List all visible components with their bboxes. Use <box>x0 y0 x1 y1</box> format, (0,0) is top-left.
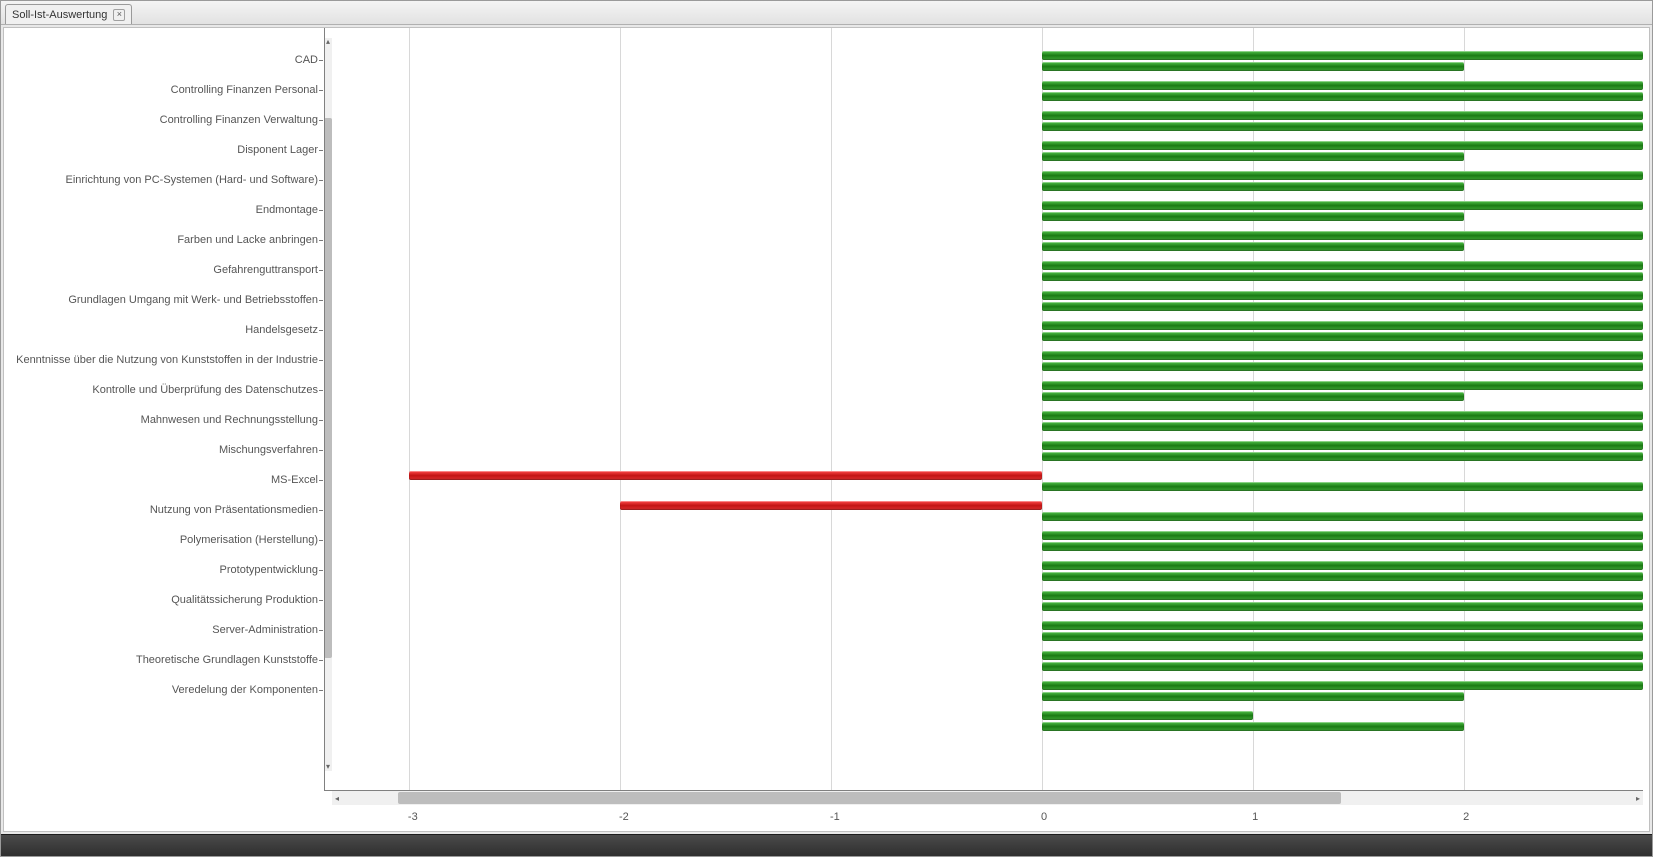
bar <box>1042 302 1643 311</box>
bar <box>409 471 1042 480</box>
bar <box>1042 711 1253 720</box>
y-tick-label: Qualitätssicherung Produktion <box>171 594 318 606</box>
y-tick-label: Endmontage <box>256 204 318 216</box>
bar <box>1042 452 1643 461</box>
bar <box>1042 692 1464 701</box>
tab-label: Soll-Ist-Auswertung <box>12 9 107 21</box>
bar <box>1042 651 1643 660</box>
bar <box>1042 411 1643 420</box>
gridline <box>409 28 410 790</box>
tabbar: Soll-Ist-Auswertung × <box>1 1 1652 25</box>
statusbar <box>1 834 1652 856</box>
bar <box>1042 321 1643 330</box>
y-tick-label: Grundlagen Umgang mit Werk- und Betriebs… <box>68 294 318 306</box>
bar <box>1042 542 1643 551</box>
bar <box>1042 722 1464 731</box>
x-tick-label: -2 <box>619 811 620 823</box>
bar <box>1042 201 1643 210</box>
x-tick-label: 0 <box>1041 811 1042 823</box>
bar <box>1042 141 1643 150</box>
bar <box>1042 261 1643 270</box>
bar <box>1042 81 1643 90</box>
y-tick-label: Kontrolle und Überprüfung des Datenschut… <box>92 384 318 396</box>
window: Soll-Ist-Auswertung × CAD Controlling Fin… <box>0 0 1653 857</box>
bar <box>1042 351 1643 360</box>
bar <box>1042 92 1643 101</box>
bar <box>1042 212 1464 221</box>
y-tick-label: Mahnwesen und Rechnungsstellung <box>141 414 318 426</box>
y-axis-labels: CAD Controlling Finanzen Personal Controll… <box>4 28 324 791</box>
x-tick-label: 1 <box>1252 811 1253 823</box>
x-tick-label: 2 <box>1463 811 1464 823</box>
bar <box>1042 441 1643 450</box>
y-tick-label: MS-Excel <box>271 474 318 486</box>
bar <box>1042 182 1464 191</box>
y-tick-label: Handelsgesetz <box>245 324 318 336</box>
bar <box>1042 62 1464 71</box>
bar <box>1042 152 1464 161</box>
x-axis: -3 -2 -1 0 1 2 <box>324 805 1643 831</box>
bar <box>1042 602 1643 611</box>
y-tick-label: Veredelung der Komponenten <box>172 684 318 696</box>
y-tick-label: CAD <box>295 54 318 66</box>
bar <box>1042 632 1643 641</box>
bar <box>1042 242 1464 251</box>
bar <box>1042 561 1643 570</box>
bar <box>1042 51 1643 60</box>
scroll-right-icon[interactable]: ▸ <box>1633 791 1643 805</box>
close-icon[interactable]: × <box>113 9 125 21</box>
bar <box>1042 272 1643 281</box>
y-tick-label: Polymerisation (Herstellung) <box>180 534 318 546</box>
bar <box>1042 111 1643 120</box>
bar <box>1042 662 1643 671</box>
y-tick-label: Kenntnisse über die Nutzung von Kunststo… <box>16 354 318 366</box>
y-tick-label: Gefahrenguttransport <box>213 264 318 276</box>
bar <box>1042 591 1643 600</box>
scroll-left-icon[interactable]: ◂ <box>332 791 342 805</box>
bar <box>620 501 1042 510</box>
tab-soll-ist[interactable]: Soll-Ist-Auswertung × <box>5 4 132 24</box>
bar <box>1042 512 1643 521</box>
y-tick-label: Controlling Finanzen Verwaltung <box>160 114 318 126</box>
y-tick-label: Nutzung von Präsentationsmedien <box>150 504 318 516</box>
y-tick-label: Controlling Finanzen Personal <box>171 84 318 96</box>
y-tick-label: Mischungsverfahren <box>219 444 318 456</box>
gridline <box>831 28 832 790</box>
horizontal-scrollbar[interactable]: ◂ ▸ <box>332 791 1643 805</box>
bar <box>1042 392 1464 401</box>
bar <box>1042 291 1643 300</box>
bar <box>1042 332 1643 341</box>
bar <box>1042 621 1643 630</box>
x-tick-label: -1 <box>830 811 831 823</box>
y-tick-label: Disponent Lager <box>237 144 318 156</box>
bar <box>1042 231 1643 240</box>
bar <box>1042 482 1643 491</box>
bar <box>1042 681 1643 690</box>
bar <box>1042 531 1643 540</box>
bar <box>1042 362 1643 371</box>
y-tick-label: Farben und Lacke anbringen <box>177 234 318 246</box>
bar <box>1042 422 1643 431</box>
plot-area <box>324 28 1643 791</box>
x-tick-label: -3 <box>408 811 409 823</box>
chart-panel: CAD Controlling Finanzen Personal Controll… <box>3 27 1650 832</box>
bar <box>1042 572 1643 581</box>
gridline <box>620 28 621 790</box>
y-tick-label: Theoretische Grundlagen Kunststoffe <box>136 654 318 666</box>
y-tick-label: Server-Administration <box>212 624 318 636</box>
scrollbar-thumb[interactable] <box>398 792 1342 804</box>
bar <box>1042 171 1643 180</box>
bar <box>1042 122 1643 131</box>
y-tick-label: Einrichtung von PC-Systemen (Hard- und S… <box>66 174 319 186</box>
bar <box>1042 381 1643 390</box>
y-tick-label: Prototypentwicklung <box>220 564 318 576</box>
